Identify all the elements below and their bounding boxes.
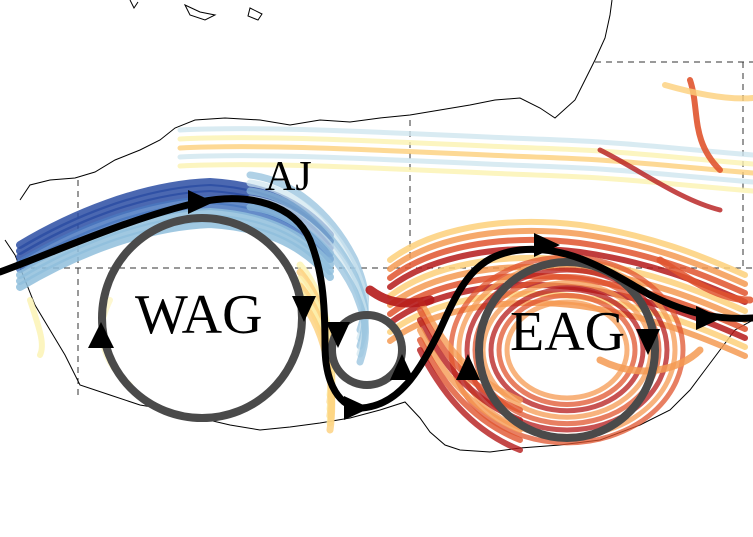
drifter-track [177,135,753,167]
triangle-arrow-icon [534,233,560,257]
triangle-arrow-icon [188,190,214,214]
coast-island-1 [129,0,139,9]
drifter-track [387,227,748,287]
drifter-track [246,203,369,366]
drifter-track [662,82,753,102]
coastline [4,0,753,453]
drifter-track [177,126,753,158]
gyre-rings [98,214,659,442]
coast-island-2 [183,3,217,21]
triangle-arrow-icon [636,329,660,355]
triangle-arrow-icon [344,396,370,420]
drifter-track [597,147,723,213]
drifter-track [16,220,334,291]
direction-arrows [88,190,722,420]
drifter-track [16,208,334,279]
drifter-track [365,285,435,308]
triangle-arrow-icon [88,322,114,348]
drifter-track [417,297,523,403]
triangle-arrow-icon [326,322,350,348]
drifter-track [504,299,630,401]
drifter-track [496,293,638,407]
west-gyre-ring [98,214,306,422]
drifter-track [417,307,523,413]
drifter-track [596,346,704,375]
jet-label: AJ [265,154,312,200]
east-gyre-label: EAG [510,301,625,363]
drifter-track [177,144,753,176]
west-gyre-label: WAG [135,284,263,346]
coast-south-europe [19,0,613,201]
east-gyre-ring [475,258,659,442]
drifter-track [387,236,748,296]
drifter-track [177,162,753,194]
triangle-arrow-icon [292,296,316,322]
drifter-track [448,254,686,446]
coast-north-africa [4,239,753,453]
drifter-track [656,256,753,304]
drifter-track [387,218,748,278]
triangle-arrow-icon [696,306,722,330]
triangle-arrow-icon [390,354,414,380]
drifter-track [177,153,753,185]
drifter-track [488,286,646,414]
drifter-track [387,299,748,359]
drifter-track [27,297,45,358]
small-eddy-ring [328,311,406,389]
drifter-track [417,327,523,433]
triangle-arrow-icon [456,354,480,380]
drifter-track [417,347,523,453]
coast-island-3 [247,7,263,21]
